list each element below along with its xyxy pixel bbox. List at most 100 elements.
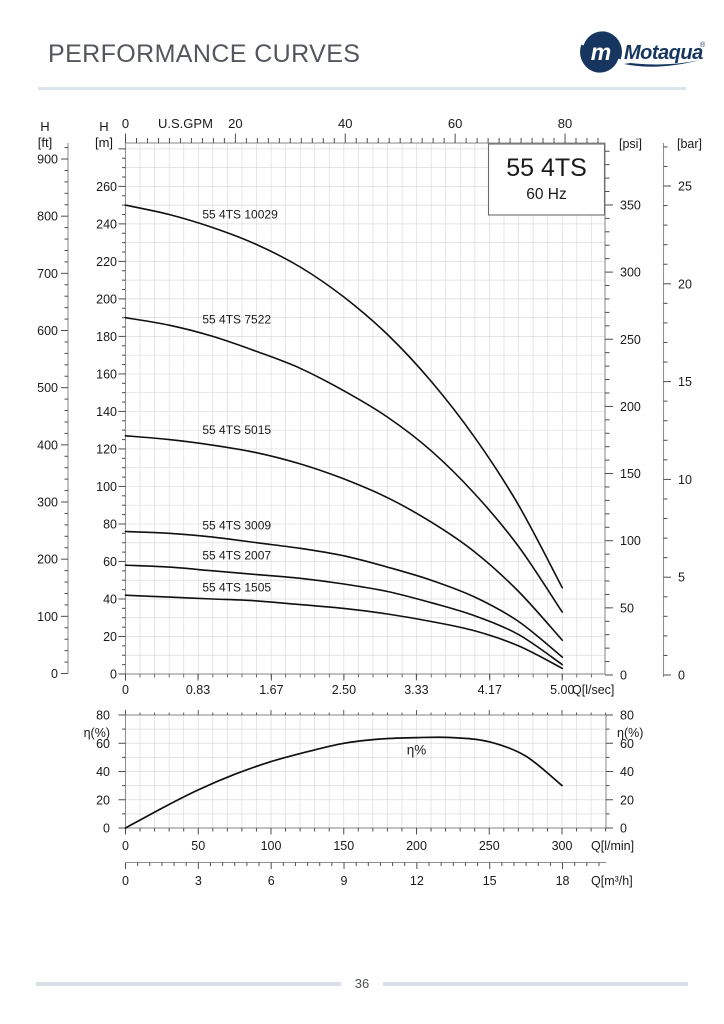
- page-number: 36: [354, 976, 370, 991]
- chart-subtitle: 60 Hz: [526, 186, 567, 203]
- header-divider: [38, 87, 686, 90]
- m-tick-label: 240: [96, 217, 117, 231]
- page-footer: 36: [36, 976, 688, 991]
- m-tick-label: 120: [96, 442, 117, 456]
- left-ruler-ft: 0 100 200 300 400 500 600 700 800 900 H[ft]: [37, 119, 69, 681]
- bar-axis-title: [bar]: [677, 137, 702, 151]
- ft-tick-label: 0: [51, 667, 58, 681]
- m-axis-title: [m]: [95, 135, 113, 150]
- ft-tick-label: 600: [37, 324, 58, 338]
- eta-tick-label: 0: [620, 822, 627, 836]
- m-axis-title: H: [99, 119, 108, 134]
- logo-wordmark: Motaqua: [624, 42, 703, 64]
- eff-axis-lmin: 0 50 100 150 200 250 300 Q[l/min]: [122, 828, 634, 853]
- m-tick-label: 60: [103, 555, 117, 569]
- logo-mark-letter: m: [591, 39, 611, 65]
- curve-55-4TS-2007: 55 4TS 2007: [124, 549, 564, 666]
- ft-axis-title: H: [40, 119, 49, 134]
- page-title: PERFORMANCE CURVES: [48, 40, 361, 68]
- logo-swirl-bottom: [587, 58, 621, 76]
- eta-axis-title: η(%): [617, 726, 643, 740]
- curve-label: 55 4TS 10029: [202, 207, 278, 221]
- m3h-tick-label: 18: [556, 874, 570, 888]
- eta-tick-label: 40: [96, 765, 110, 779]
- top-axis-title: U.S.GPM: [158, 116, 213, 131]
- bar-tick-label: 0: [678, 669, 685, 683]
- m-tick-label: 20: [103, 630, 117, 644]
- eta-tick-label: 60: [96, 737, 110, 751]
- eff-axis-m3h: 0 3 6 9 12 15 18 Q[m³/h]: [122, 861, 633, 888]
- curve-55-4TS-3009: 55 4TS 3009: [124, 519, 564, 658]
- bottom-axis-lsec: 0 0.83 1.67 2.50 3.33 4.17 5.00Q[l/sec]: [122, 674, 614, 697]
- ft-tick-label: 100: [37, 610, 58, 624]
- psi-tick-label: 150: [620, 467, 641, 481]
- main-chart: 0 20 40 60 80 U.S.GPM 0 0.83 1.67 2.50 3.33 4.17 5.0…: [37, 116, 702, 697]
- eta-curve-label: η%: [407, 743, 427, 758]
- curve-label: 55 4TS 1505: [202, 580, 271, 594]
- ft-tick-label: 200: [37, 553, 58, 567]
- m-tick-label: 140: [96, 405, 117, 419]
- curve-label: 55 4TS 5015: [202, 423, 271, 437]
- lmin-tick-label: 150: [333, 839, 354, 853]
- ft-tick-label: 300: [37, 496, 58, 510]
- ft-tick-label: 900: [37, 153, 58, 167]
- gpm-tick-label: 80: [558, 116, 572, 131]
- m3h-tick-label: 6: [268, 874, 275, 888]
- main-plot-border: [124, 142, 606, 675]
- bar-tick-label: 25: [678, 180, 692, 194]
- lsec-tick-label: 1.67: [259, 683, 283, 697]
- eta-tick-label: 20: [96, 793, 110, 807]
- m3h-tick-label: 3: [195, 874, 202, 888]
- gpm-tick-label: 0: [122, 116, 129, 131]
- logo-swoosh: [624, 60, 700, 67]
- right-ruler-bar: 0 5 10 15 20 25 [bar]: [662, 137, 702, 683]
- logo-circle: [580, 31, 622, 73]
- eta-tick-label: 60: [620, 737, 634, 751]
- curve-label: 55 4TS 2007: [202, 549, 271, 563]
- psi-tick-label: 350: [620, 198, 641, 212]
- curve-55-4TS-7522: 55 4TS 7522: [124, 312, 564, 613]
- ft-tick-label: 400: [37, 438, 58, 452]
- gpm-tick-label: 60: [448, 116, 462, 131]
- m-tick-label: 40: [103, 592, 117, 606]
- psi-tick-label: 300: [620, 266, 641, 280]
- eta-tick-label: 80: [620, 709, 634, 723]
- eff-top-ticks: [125, 710, 607, 715]
- m3h-axis-title: Q[m³/h]: [591, 874, 633, 888]
- m3h-tick-label: 9: [341, 874, 348, 888]
- eta-tick-label: 40: [620, 765, 634, 779]
- psi-tick-label: 100: [620, 534, 641, 548]
- eff-grid: [125, 715, 606, 828]
- bottom-axis-title: Q[l/sec]: [572, 683, 614, 697]
- ft-axis-title: [ft]: [38, 135, 52, 150]
- lmin-tick-label: 250: [479, 839, 500, 853]
- curve-label: 55 4TS 7522: [202, 312, 271, 326]
- m-tick-label: 180: [96, 330, 117, 344]
- m-tick-label: 220: [96, 255, 117, 269]
- psi-tick-label: 50: [620, 601, 634, 615]
- footer-rule-right: [383, 981, 688, 986]
- m3h-tick-label: 12: [410, 874, 424, 888]
- m-tick-label: 200: [96, 292, 117, 306]
- m-tick-label: 260: [96, 180, 117, 194]
- ft-tick-label: 800: [37, 210, 58, 224]
- curve-55-4TS-10029: 55 4TS 10029: [124, 204, 564, 589]
- m-tick-label: 0: [110, 668, 117, 682]
- right-ruler-psi: 0 50 100 150 200 250 300 350 [psi]: [605, 137, 642, 683]
- gpm-tick-label: 40: [338, 116, 352, 131]
- logo-swirl-top: [581, 28, 615, 46]
- psi-tick-label: 250: [620, 333, 641, 347]
- psi-tick-label: 200: [620, 400, 641, 414]
- lsec-tick-label: 3.33: [404, 683, 428, 697]
- eta-tick-label: 0: [103, 822, 110, 836]
- left-axis-m: 0 20 40 60 80 100 120 140 160 180 200 220 240 260 H[m]: [95, 119, 126, 682]
- m-tick-label: 100: [96, 480, 117, 494]
- bar-tick-label: 20: [678, 277, 692, 291]
- gpm-tick-label: 20: [228, 116, 242, 131]
- lsec-tick-label: 0.83: [186, 683, 210, 697]
- bar-tick-label: 15: [678, 375, 692, 389]
- lsec-tick-label: 2.50: [332, 683, 356, 697]
- lmin-tick-label: 300: [552, 839, 573, 853]
